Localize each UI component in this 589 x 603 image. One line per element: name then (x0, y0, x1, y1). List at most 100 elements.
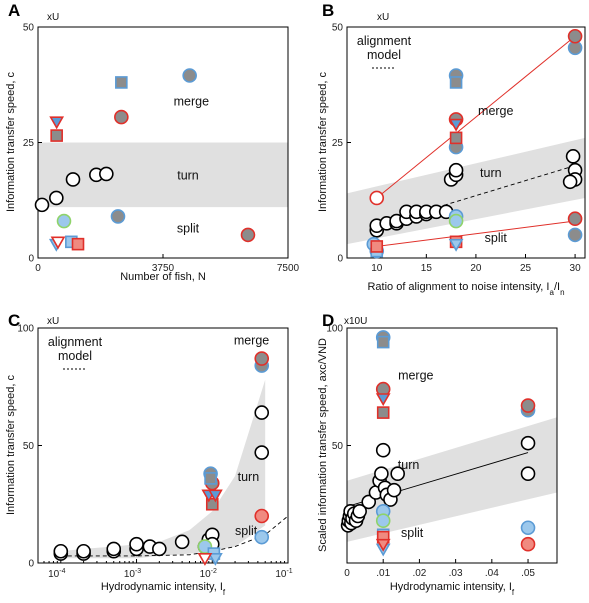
region-band (60, 379, 266, 559)
region-band (347, 417, 557, 542)
data-point-circle (76, 543, 91, 559)
x-tick-label: 30 (570, 263, 582, 274)
data-point-circle (65, 172, 81, 187)
legend-label: model (58, 349, 92, 363)
data-point-circle (361, 494, 377, 510)
data-point-circle (448, 162, 464, 178)
y-axis-label: Information transfer speed, c (317, 71, 329, 212)
y-axis-label: Scaled information transfer speed, axc/V… (317, 338, 329, 552)
data-point-circle (565, 149, 581, 164)
x-axis-label: Ratio of alignment to noise intensity, I… (367, 281, 564, 297)
data-point-square (376, 335, 390, 349)
y-tick-label: 100 (326, 324, 343, 335)
data-point-circle (520, 536, 536, 552)
data-point-square (370, 240, 384, 253)
region-label-turn: turn (398, 458, 420, 472)
y-tick-label: 50 (332, 441, 344, 452)
data-point-circle (240, 227, 256, 243)
x-tick-label: .01 (376, 568, 390, 579)
unit-label: xU (47, 12, 59, 23)
region-band (38, 142, 288, 208)
x-tick-label: 10-1 (275, 568, 292, 580)
fit-line (376, 220, 576, 247)
data-point-circle (520, 398, 536, 413)
x-tick-label: 3750 (152, 263, 175, 274)
data-point-circle (520, 466, 536, 482)
data-point-circle (567, 28, 583, 44)
y-axis-label: Information transfer speed, c (5, 374, 17, 515)
x-tick-label: 10-3 (124, 568, 141, 580)
data-point-circle (448, 213, 464, 229)
unit-label: x10U (344, 316, 367, 327)
unit-label: xU (47, 316, 59, 327)
data-point-triangle (208, 489, 223, 503)
x-tick-label: .04 (485, 568, 499, 579)
data-point-circle (254, 529, 270, 545)
region-label-split: split (485, 231, 508, 245)
x-tick-label: 15 (421, 263, 433, 274)
region-label-merge: merge (478, 104, 513, 118)
region-label-turn: turn (480, 166, 502, 180)
y-tick-label: 0 (337, 254, 343, 265)
y-tick-label: 0 (28, 559, 34, 570)
data-point-circle (562, 174, 578, 190)
data-point-circle (53, 543, 69, 559)
data-point-triangle (49, 116, 65, 130)
data-point-circle (390, 466, 405, 482)
data-point-circle (386, 482, 402, 498)
region-label-merge: merge (398, 369, 433, 383)
data-point-circle (110, 209, 126, 224)
data-point-circle (114, 109, 129, 125)
data-point-triangle (448, 238, 464, 252)
data-point-triangle (375, 538, 391, 552)
region-label-split: split (401, 526, 424, 540)
fit-line (376, 35, 576, 199)
data-point-circle (374, 466, 389, 482)
legend-label: alignment (357, 34, 412, 48)
data-point-circle (182, 68, 197, 83)
panel-a: 0 3750 7500 0 25 50A xU Information transfer sp… (5, 1, 300, 283)
data-point-circle (375, 513, 391, 529)
data-point-circle (49, 190, 64, 206)
data-point-square (71, 237, 85, 251)
data-point-circle (254, 445, 270, 460)
data-point-circle (129, 536, 144, 552)
x-tick-label: 0 (344, 568, 350, 579)
data-point-triangle (375, 393, 391, 407)
data-point-circle (567, 227, 583, 243)
x-tick-label: 0 (35, 263, 41, 274)
x-axis-label: Hydrodynamic intensity, If (390, 581, 515, 597)
data-point-circle (99, 166, 114, 182)
data-point-circle (174, 534, 190, 550)
unit-label: xU (377, 12, 389, 23)
data-point-circle (254, 405, 270, 420)
x-tick-label: 7500 (277, 263, 300, 274)
data-point-circle (152, 541, 167, 557)
panel-label: A (8, 1, 20, 20)
x-axis-label: Number of fish, N (120, 271, 206, 283)
data-point-triangle (208, 553, 223, 566)
data-point-circle (352, 503, 367, 519)
legend-label: alignment (48, 335, 103, 349)
region-label-split: split (177, 222, 200, 236)
data-point-circle (34, 197, 50, 213)
data-point-circle (254, 351, 270, 366)
y-tick-label: 50 (23, 23, 35, 34)
data-point-square (204, 472, 217, 485)
x-tick-label: 20 (470, 263, 482, 274)
data-point-square (449, 76, 463, 89)
y-tick-label: 25 (23, 138, 35, 149)
data-point-triangle (197, 553, 213, 566)
y-tick-label: 0 (28, 254, 34, 265)
x-tick-label: 25 (520, 263, 532, 274)
x-tick-label: .03 (449, 568, 463, 579)
data-point-circle (56, 213, 72, 229)
data-point-circle (567, 211, 583, 227)
y-tick-label: 100 (17, 324, 34, 335)
x-tick-label: .05 (521, 568, 535, 579)
y-tick-label: 25 (332, 138, 344, 149)
data-point-circle (520, 520, 536, 536)
